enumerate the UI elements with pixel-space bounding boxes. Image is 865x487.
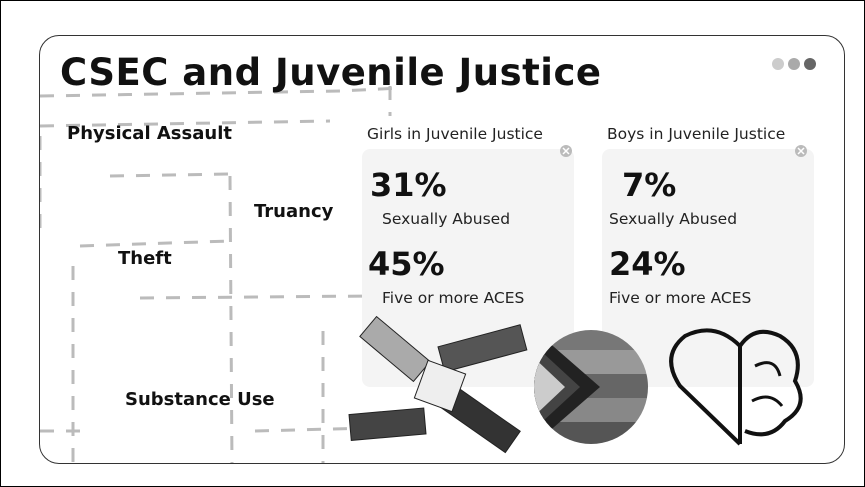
label: Substance Use <box>125 389 275 410</box>
stat-label: Sexually Abused <box>609 210 737 228</box>
stat-value: 45% <box>368 245 445 283</box>
stat-label: Sexually Abused <box>382 210 510 228</box>
card-heading: Boys in Juvenile Justice <box>607 125 785 143</box>
label: Theft <box>118 248 172 269</box>
stat-value: 24% <box>609 245 686 283</box>
stat-value: 7% <box>622 166 676 204</box>
panel: CSEC and Juvenile Justice Physical Assau… <box>39 35 845 464</box>
card-heading: Girls in Juvenile Justice <box>367 125 543 143</box>
stat-label: Five or more ACES <box>609 289 751 307</box>
label: Truancy <box>254 201 333 222</box>
slide: CSEC and Juvenile Justice Physical Assau… <box>0 0 865 487</box>
title: CSEC and Juvenile Justice <box>60 51 602 94</box>
label: Physical Assault <box>67 123 232 144</box>
stat-value: 31% <box>370 166 447 204</box>
stat-label: Five or more ACES <box>382 289 524 307</box>
